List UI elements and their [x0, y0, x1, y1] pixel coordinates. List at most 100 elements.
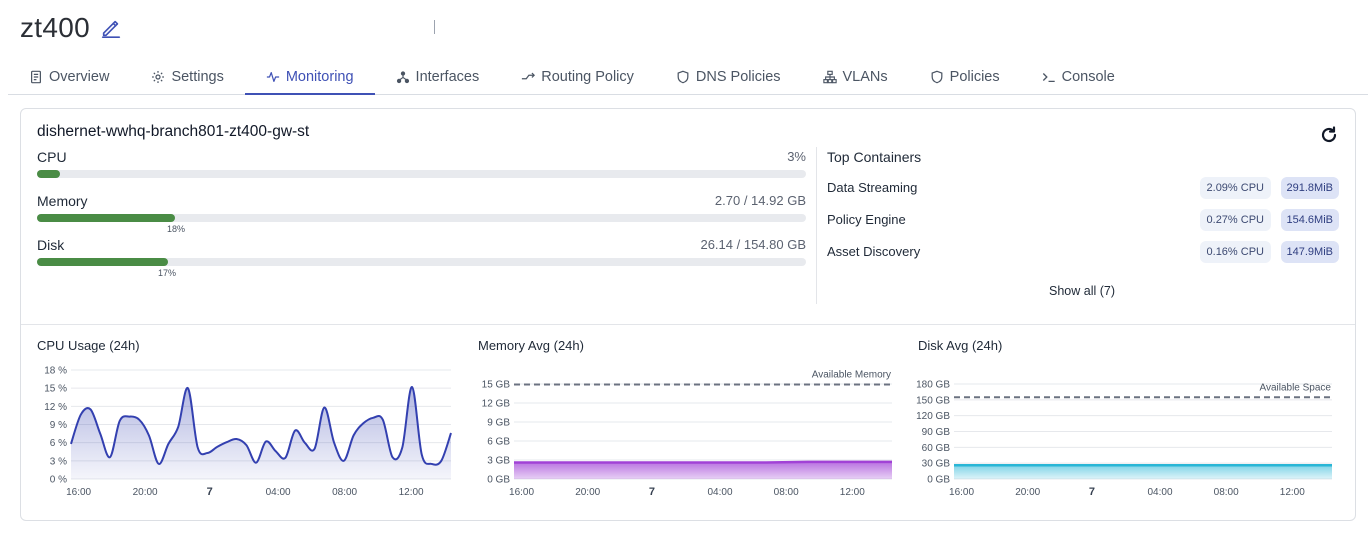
- x-tick-label: 08:00: [1214, 487, 1239, 498]
- x-tick-label: 16:00: [509, 487, 534, 498]
- y-tick-label: 60 GB: [922, 443, 951, 454]
- y-tick-label: 0 GB: [927, 475, 950, 486]
- tab-console[interactable]: Console: [1021, 60, 1136, 94]
- cpu-chart-title: CPU Usage (24h): [37, 338, 140, 353]
- x-tick-label: 12:00: [1280, 487, 1305, 498]
- disk-value: 26.14 / 154.80 GB: [700, 237, 806, 252]
- hierarchy-icon: [822, 70, 837, 84]
- top-containers-title: Top Containers: [827, 149, 922, 165]
- memory-percent: 18%: [167, 224, 186, 234]
- container-name: Data Streaming: [827, 180, 918, 195]
- tab-label: DNS Policies: [695, 69, 781, 85]
- tab-label: Settings: [171, 69, 224, 85]
- tab-label: Routing Policy: [541, 69, 634, 85]
- divider: [816, 147, 817, 304]
- series-area: [954, 465, 1332, 479]
- cpu-progress-fill: [37, 170, 61, 178]
- x-tick-label: 12:00: [840, 487, 865, 498]
- tab-vlans[interactable]: VLANs: [802, 60, 909, 94]
- y-tick-label: 150 GB: [916, 395, 950, 406]
- disk-progress-bar: [37, 258, 806, 266]
- x-tick-label: 08:00: [332, 487, 357, 498]
- cpu-value: 3%: [787, 149, 806, 164]
- shield-icon: [931, 70, 943, 84]
- disk-metric: Disk 26.14 / 154.80 GB 17%: [37, 237, 806, 278]
- route-icon: [522, 72, 536, 80]
- x-tick-label: 20:00: [575, 487, 600, 498]
- cpu-metric: CPU 3%: [37, 149, 806, 178]
- y-tick-label: 90 GB: [922, 427, 951, 438]
- divider: [434, 20, 435, 34]
- gear-icon: [152, 71, 165, 83]
- y-tick-label: 15 %: [44, 384, 67, 395]
- y-tick-label: 180 GB: [916, 380, 950, 391]
- tab-overview[interactable]: Overview: [8, 60, 130, 94]
- y-tick-label: 18 %: [44, 366, 67, 377]
- y-tick-label: 9 GB: [487, 418, 510, 429]
- memory-metric: Memory 2.70 / 14.92 GB 18%: [37, 193, 806, 234]
- y-tick-label: 30 GB: [922, 459, 951, 470]
- x-tick-label: 20:00: [133, 487, 158, 498]
- device-name: dishernet-wwhq-branch801-zt400-gw-st: [37, 123, 310, 140]
- container-cpu-badge: 0.27% CPU: [1199, 209, 1271, 231]
- tab-label: Interfaces: [415, 69, 480, 85]
- x-tick-label: 04:00: [707, 487, 732, 498]
- refresh-icon[interactable]: [1319, 125, 1339, 145]
- y-tick-label: 120 GB: [916, 411, 950, 422]
- y-tick-label: 0 GB: [487, 475, 510, 486]
- tab-dns-policies[interactable]: DNS Policies: [655, 60, 802, 94]
- container-name: Policy Engine: [827, 212, 906, 227]
- pulse-icon: [266, 71, 279, 82]
- y-tick-label: 3 GB: [487, 456, 510, 467]
- document-icon: [31, 70, 41, 84]
- tab-settings[interactable]: Settings: [130, 60, 244, 94]
- y-tick-label: 15 GB: [482, 380, 511, 391]
- tab-policies[interactable]: Policies: [909, 60, 1021, 94]
- container-name: Asset Discovery: [827, 244, 921, 259]
- y-tick-label: 6 GB: [487, 437, 510, 448]
- x-tick-label: 08:00: [774, 487, 799, 498]
- tab-monitoring[interactable]: Monitoring: [244, 60, 375, 95]
- series-line: [70, 385, 452, 466]
- tab-label: Policies: [949, 69, 1000, 85]
- x-tick-label: 7: [649, 486, 655, 498]
- divider: [21, 324, 1355, 325]
- disk-percent: 17%: [158, 268, 177, 278]
- page-title: zt400: [20, 12, 90, 43]
- series-area: [71, 386, 451, 479]
- tab-bar: Overview Settings Monitoring Interfaces …: [8, 60, 1368, 95]
- container-cpu-badge: 0.16% CPU: [1199, 241, 1271, 263]
- tab-label: VLANs: [842, 69, 888, 85]
- terminal-icon: [1042, 73, 1055, 83]
- tab-interfaces[interactable]: Interfaces: [375, 60, 501, 94]
- series-area: [514, 461, 892, 479]
- container-row: Policy Engine 0.27% CPU 154.6MiB: [827, 209, 1339, 231]
- memory-label: Memory: [37, 193, 88, 209]
- show-all-link[interactable]: Show all (7): [1049, 284, 1115, 298]
- tab-label: Overview: [49, 69, 110, 85]
- cpu-progress-bar: [37, 170, 806, 178]
- edit-icon[interactable]: [100, 17, 122, 39]
- y-tick-label: 6 %: [50, 438, 67, 449]
- disk-label: Disk: [37, 237, 65, 253]
- memory-chart-title: Memory Avg (24h): [478, 338, 584, 353]
- disk-avg-chart: 180 GB 150 GB 120 GB 90 GB 60 GB 30 GB 0 GB16:…: [916, 380, 1332, 498]
- x-tick-label: 16:00: [66, 487, 91, 498]
- page-header: zt400: [20, 12, 122, 44]
- tab-label: Monitoring: [285, 68, 354, 85]
- reference-label: Available Space: [1259, 382, 1331, 393]
- container-row: Asset Discovery 0.16% CPU 147.9MiB: [827, 241, 1339, 263]
- tab-routing-policy[interactable]: Routing Policy: [500, 60, 655, 94]
- container-memory-badge: 291.8MiB: [1280, 177, 1339, 199]
- x-tick-label: 04:00: [1147, 487, 1172, 498]
- monitoring-card: dishernet-wwhq-branch801-zt400-gw-st CPU…: [20, 108, 1356, 521]
- x-tick-label: 7: [207, 486, 213, 498]
- x-tick-label: 7: [1089, 486, 1095, 498]
- series-line: [514, 460, 892, 464]
- reference-label: Available Memory: [812, 370, 891, 381]
- memory-progress-bar: [37, 214, 806, 222]
- y-tick-label: 3 %: [50, 456, 67, 467]
- container-row: Data Streaming 2.09% CPU 291.8MiB: [827, 177, 1339, 199]
- y-tick-label: 9 %: [50, 420, 67, 431]
